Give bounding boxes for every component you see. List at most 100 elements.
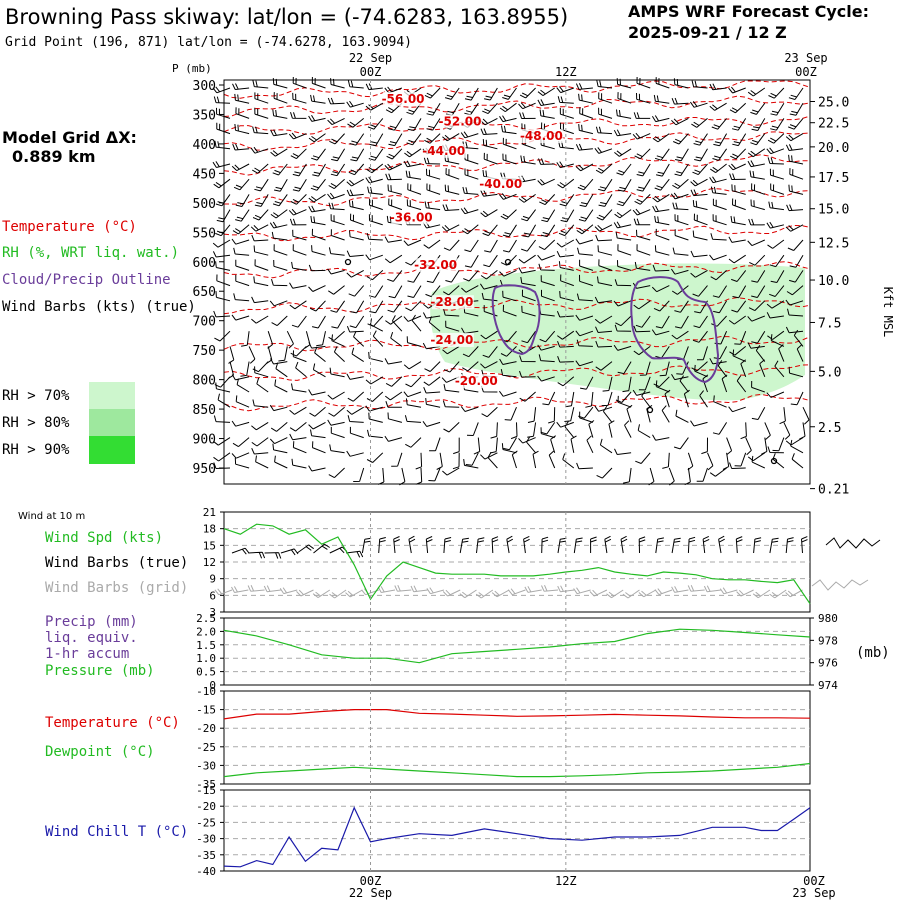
wind-barb <box>671 330 689 340</box>
wind-barb <box>578 124 594 135</box>
pressure-tick-label: 600 <box>193 256 216 271</box>
wind-barb-true <box>735 536 743 554</box>
wind-barb <box>346 189 364 197</box>
wind-barb <box>540 224 556 238</box>
wind-barb <box>291 458 307 469</box>
wind-barb <box>405 376 422 388</box>
pressure-tick-label: 500 <box>193 197 216 212</box>
wind-barb <box>254 178 269 192</box>
wind-barb <box>407 285 422 298</box>
wind-barb <box>426 168 441 180</box>
temperature-contour-label: -56.00 <box>382 92 425 106</box>
wind-barb <box>636 229 651 241</box>
wind-barb <box>387 300 403 313</box>
wind-chill-y-axis: -15 -20 -25 -30 -35 -40 <box>196 784 224 878</box>
wind-barb <box>291 383 307 393</box>
wind-barb <box>292 229 307 241</box>
wind-barb <box>403 391 422 398</box>
y-tick-label: -30 <box>196 833 216 846</box>
wind-barb-grid <box>573 587 591 595</box>
temperature-panel-frame <box>223 690 811 785</box>
wind-barb <box>443 361 460 373</box>
wind-barb <box>713 133 728 147</box>
wind-barb <box>598 178 613 192</box>
wind-barb <box>231 238 250 245</box>
wind-barb-grid <box>671 586 689 593</box>
wind-barb <box>350 148 365 162</box>
wind-barb <box>213 96 231 104</box>
wind-barb <box>576 224 594 235</box>
legend-wind-speed: Wind Spd (kts) <box>45 530 163 546</box>
wind-barb <box>308 421 326 430</box>
page-title: Browning Pass skiway: lat/lon = (-74.628… <box>5 5 568 29</box>
wind-barb <box>443 308 460 317</box>
wind-barb <box>464 239 479 253</box>
wind-barb <box>613 344 632 351</box>
wind-barb <box>406 199 422 211</box>
wind-barb <box>519 355 536 363</box>
wind-barb <box>235 395 250 408</box>
wind-barb-true <box>590 536 597 553</box>
legend-pressure: Pressure (mb) <box>45 663 155 679</box>
wind-barb <box>537 375 555 382</box>
wind-barb <box>577 247 593 256</box>
wind-barb <box>308 133 326 143</box>
wind-barb-true <box>785 537 794 554</box>
bottom-day-label: 23 Sep <box>792 886 835 900</box>
wind-barb <box>270 148 288 157</box>
wind-barb <box>330 426 345 439</box>
wind-barb <box>595 234 613 242</box>
wind-barb <box>292 350 307 363</box>
outside-barb-true <box>825 537 881 549</box>
wind-barb <box>388 198 403 211</box>
wind-barb <box>272 443 288 454</box>
wind-barb <box>520 276 536 287</box>
wind-barb <box>235 259 250 271</box>
wind-barb <box>425 398 441 408</box>
wind-barb <box>598 107 613 119</box>
wind-barb <box>557 178 575 189</box>
wind-barb <box>347 118 365 128</box>
wind-barb <box>499 269 517 277</box>
marker-dot <box>770 457 778 465</box>
wind-barb <box>289 406 307 415</box>
wind-barb-grid <box>687 585 705 592</box>
wind-barb <box>712 422 728 435</box>
wind-barb <box>748 300 766 312</box>
wind-barb <box>461 224 479 235</box>
wind-barb <box>585 391 594 408</box>
wind-barb <box>651 285 670 293</box>
wind-barb <box>312 363 326 378</box>
wind-barb-grid <box>736 589 754 597</box>
wind-barb <box>403 361 422 370</box>
wind-barb <box>368 214 383 226</box>
wind-barb <box>426 183 441 195</box>
wind-barb <box>595 340 613 348</box>
wind-barb <box>292 163 307 177</box>
wind-barb-true <box>506 535 514 554</box>
wind-barb-grid <box>475 589 494 599</box>
wind-barb <box>787 239 804 251</box>
wind-barb-true <box>476 537 485 554</box>
wind-barb <box>736 375 747 393</box>
wind-barb <box>212 86 231 94</box>
wind-barb <box>548 407 556 424</box>
wind-barb <box>556 239 575 248</box>
wind-barb <box>384 163 403 171</box>
wind-barb <box>750 199 765 211</box>
wind-barb-grid <box>769 589 787 599</box>
wind-barb <box>652 264 670 272</box>
temperature-panel: -10 -15 -20 -25 -30 -35 <box>196 685 811 791</box>
temperature-contour-line <box>223 336 811 352</box>
wind-barb <box>559 194 575 207</box>
wind-barb <box>654 245 670 256</box>
wind-barb <box>769 168 785 180</box>
wind-barb <box>616 109 632 119</box>
wind-barb <box>728 236 746 243</box>
wind-barb <box>272 163 288 176</box>
wind-barb <box>751 118 766 131</box>
wind-barb <box>617 361 632 375</box>
pressure-tick-label: 400 <box>193 138 216 153</box>
wind-barb <box>767 133 785 144</box>
wind-barb <box>721 374 728 393</box>
